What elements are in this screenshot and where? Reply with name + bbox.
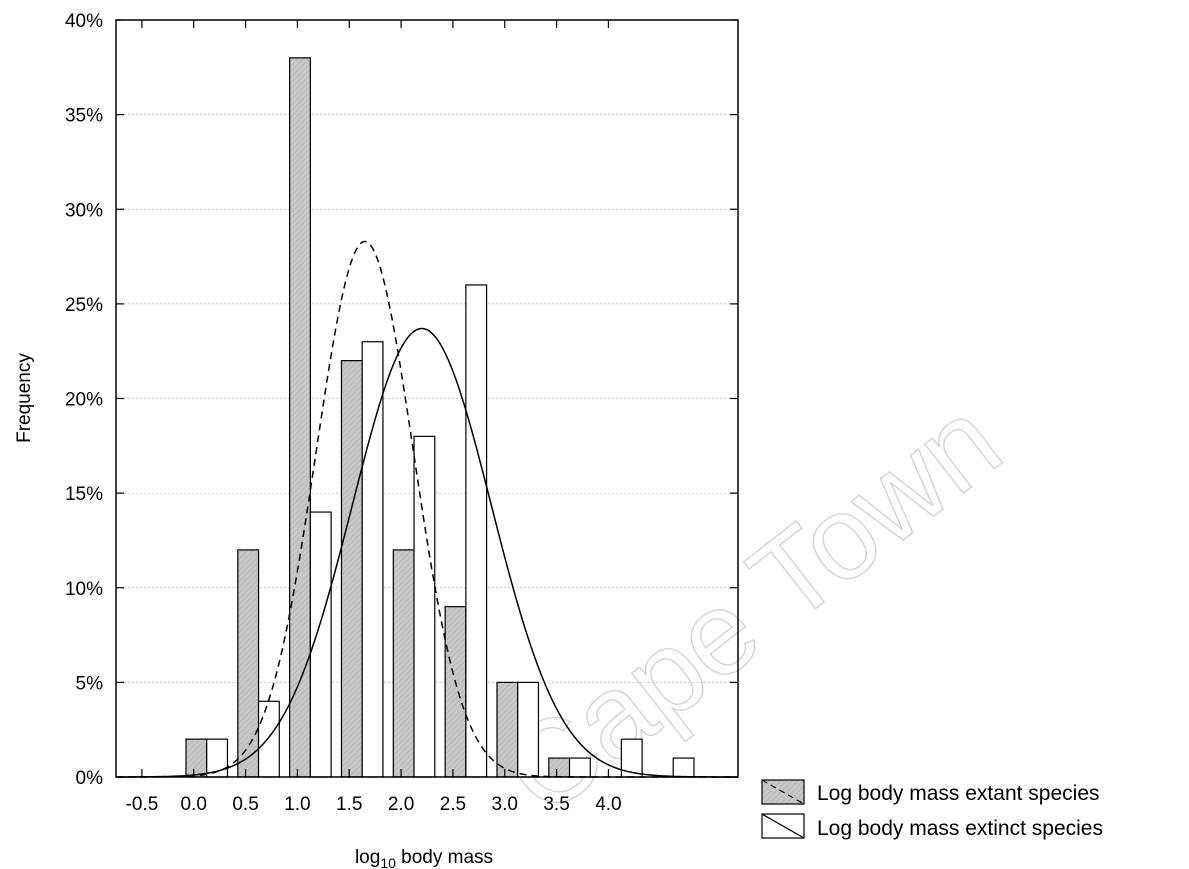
legend-item-extant: Log body mass extant species: [761, 779, 1100, 805]
x-tick-label: 0.0: [181, 794, 207, 815]
bar-extant: [237, 549, 260, 778]
x-tick-label: 0.5: [232, 794, 258, 815]
bar-extant: [392, 549, 415, 778]
bar-extant: [496, 681, 519, 778]
x-tick-label: 2.5: [440, 794, 466, 815]
y-tick-label: 5%: [76, 673, 104, 694]
x-tick-label: 4.0: [595, 794, 621, 815]
curve-extinct: [116, 327, 739, 778]
bar-extinct: [361, 341, 384, 778]
bar-extinct: [257, 700, 280, 778]
x-axis-title-log: log: [355, 847, 380, 868]
x-axis-ticks: -0.5 0.0 0.5 1.0 1.5 2.0 2.5 3.0 3.5 4.0: [126, 20, 622, 815]
x-tick-label: 3.5: [543, 794, 569, 815]
y-tick-label: 30%: [65, 200, 103, 221]
x-axis-title-rest: body mass: [396, 847, 493, 868]
y-tick-label: 35%: [65, 106, 103, 127]
y-axis-ticks: 0% 5% 10% 15% 20% 25% 30% 35% 40%: [65, 11, 738, 789]
bar-extinct: [517, 681, 540, 778]
x-tick-label: 1.5: [336, 794, 362, 815]
y-tick-label: 40%: [65, 11, 103, 32]
bar-extinct: [672, 757, 695, 778]
y-tick-label: 20%: [65, 390, 103, 411]
legend: Log body mass extant species Log body ma…: [761, 779, 1103, 840]
y-tick-label: 10%: [65, 579, 103, 600]
legend-item-extinct: Log body mass extinct species: [761, 813, 1103, 840]
x-axis-title-subscript: 10: [380, 855, 396, 869]
bar-extant: [340, 360, 363, 778]
y-tick-label: 15%: [65, 484, 103, 505]
legend-label-extant: Log body mass extant species: [817, 782, 1100, 805]
bar-extinct: [465, 284, 488, 778]
y-tick-label: 25%: [65, 295, 103, 316]
legend-dash-extant: [761, 779, 805, 805]
x-tick-label: 3.0: [492, 794, 518, 815]
bar-extinct: [413, 435, 436, 778]
bar-extant: [289, 57, 311, 778]
bar-extinct: [568, 757, 591, 778]
bar-extant: [548, 757, 571, 778]
y-axis-title: Frequency: [14, 353, 35, 443]
x-tick-label: 2.0: [388, 794, 414, 815]
bar-extant: [185, 738, 208, 778]
legend-line-extinct: [761, 813, 805, 839]
bar-extant: [444, 606, 467, 778]
x-axis-title: log10 body mass: [355, 847, 493, 869]
x-tick-label: 1.0: [284, 794, 310, 815]
y-tick-label: 0%: [76, 768, 104, 789]
x-tick-label: -0.5: [126, 794, 159, 815]
legend-label-extinct: Log body mass extinct species: [817, 817, 1103, 840]
